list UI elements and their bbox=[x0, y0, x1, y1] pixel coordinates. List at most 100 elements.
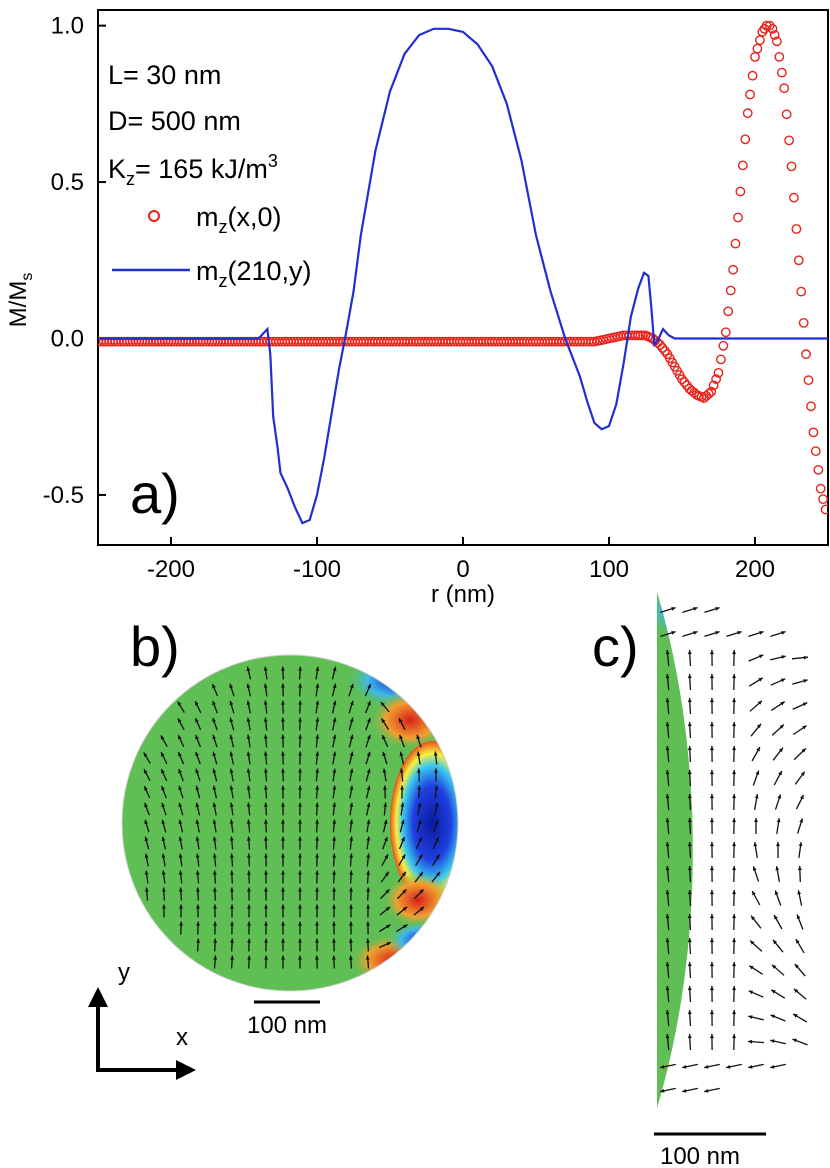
magnetization-arrow bbox=[281, 751, 285, 765]
magnetization-arrow bbox=[264, 921, 268, 935]
magnetization-arrow bbox=[366, 819, 371, 833]
magnetization-arrow bbox=[687, 769, 692, 787]
scale-bar-b-label: 100 nm bbox=[247, 1012, 327, 1039]
magnetization-arrow bbox=[687, 937, 692, 955]
magnetization-arrow bbox=[665, 865, 670, 883]
magnetization-arrow bbox=[349, 921, 353, 935]
magnetization-arrow bbox=[710, 913, 714, 931]
magnetization-arrow bbox=[195, 853, 200, 867]
magnetization-arrow bbox=[380, 701, 390, 713]
magnetization-arrow bbox=[417, 785, 422, 799]
magnetization-arrow bbox=[178, 870, 183, 884]
magnetization-arrow bbox=[665, 697, 670, 715]
magnetization-arrow bbox=[793, 724, 807, 736]
magnetization-arrow bbox=[366, 836, 371, 850]
magnetization-arrow bbox=[298, 734, 303, 748]
magnetization-arrow bbox=[315, 666, 320, 680]
magnetization-arrow bbox=[416, 751, 421, 765]
series-point-mz-x-0 bbox=[784, 135, 794, 146]
panel-label-a: a) bbox=[130, 462, 180, 525]
magnetization-arrow bbox=[770, 1014, 786, 1022]
magnetization-arrow bbox=[748, 965, 764, 975]
magnetization-arrow bbox=[380, 718, 390, 730]
magnetization-arrow bbox=[178, 785, 184, 799]
magnetization-arrow bbox=[431, 854, 441, 866]
half-disk-magnetization-arrows bbox=[660, 606, 809, 1093]
panel-b-disk: b) 100 nm y x bbox=[88, 615, 459, 1080]
magnetization-arrow bbox=[726, 630, 742, 638]
magnetization-arrow bbox=[366, 870, 371, 884]
series-point-mz-x-0 bbox=[803, 375, 814, 386]
magnetization-arrow bbox=[332, 734, 337, 748]
magnetization-arrow bbox=[229, 870, 234, 884]
magnetization-arrow bbox=[247, 887, 251, 901]
magnetization-arrow bbox=[229, 683, 235, 697]
series-point-mz-x-0 bbox=[679, 377, 690, 388]
magnetization-arrow bbox=[732, 649, 737, 667]
magnetization-arrow bbox=[434, 785, 439, 799]
magnetization-arrow bbox=[366, 887, 371, 901]
magnetization-arrow bbox=[773, 770, 783, 786]
magnetization-arrow bbox=[264, 955, 268, 969]
magnetization-arrow bbox=[144, 836, 150, 850]
magnetization-arrow bbox=[749, 940, 763, 952]
magnetization-arrow bbox=[315, 700, 320, 714]
magnetization-arrow bbox=[315, 734, 320, 748]
series-point-mz-x-0 bbox=[774, 52, 785, 62]
magnetization-arrow bbox=[772, 747, 784, 761]
magnetization-arrow bbox=[229, 836, 234, 850]
axis-label-y: y bbox=[118, 959, 130, 986]
series-point-mz-x-0 bbox=[789, 192, 799, 203]
magnetization-arrow bbox=[770, 655, 786, 661]
magnetization-arrow bbox=[775, 865, 781, 883]
magnetization-arrow bbox=[710, 1009, 714, 1027]
magnetization-arrow bbox=[732, 841, 737, 859]
x-tick-label: -200 bbox=[147, 556, 195, 583]
magnetization-arrow bbox=[416, 768, 421, 782]
series-point-mz-x-0 bbox=[716, 354, 726, 365]
series-point-mz-x-0 bbox=[728, 264, 738, 275]
magnetization-arrow bbox=[417, 802, 422, 816]
series-point-mz-x-0 bbox=[769, 30, 780, 40]
magnetization-arrow bbox=[195, 751, 201, 765]
series-point-mz-x-0 bbox=[723, 306, 734, 317]
magnetization-arrow bbox=[332, 768, 337, 782]
series-point-mz-x-0 bbox=[750, 52, 760, 62]
y-tick-label: 0.0 bbox=[51, 326, 84, 353]
magnetization-arrow bbox=[281, 734, 285, 748]
magnetization-arrow bbox=[400, 802, 405, 816]
magnetization-arrow bbox=[212, 853, 217, 867]
magnetization-arrow bbox=[143, 768, 151, 782]
magnetization-arrow bbox=[770, 1039, 786, 1045]
magnetization-arrow bbox=[380, 871, 390, 883]
magnetization-arrow bbox=[792, 702, 808, 710]
magnetization-arrow bbox=[264, 870, 268, 884]
magnetization-arrow bbox=[397, 888, 407, 900]
magnetization-arrow bbox=[143, 785, 151, 799]
magnetization-arrow bbox=[365, 717, 371, 731]
magnetization-arrow bbox=[773, 914, 783, 930]
magnetization-arrow bbox=[332, 904, 336, 918]
series-point-mz-x-0 bbox=[776, 67, 787, 78]
magnetization-arrow bbox=[348, 700, 354, 714]
magnetization-arrow bbox=[315, 887, 319, 901]
magnetization-arrow bbox=[211, 683, 219, 697]
magnetization-arrow bbox=[665, 649, 670, 667]
magnetization-arrow bbox=[315, 751, 320, 765]
magnetization-arrow bbox=[753, 841, 758, 859]
magnetization-arrow bbox=[281, 921, 285, 935]
magnetization-arrow bbox=[774, 890, 782, 906]
series-point-mz-x-0 bbox=[720, 327, 731, 338]
magnetization-arrow bbox=[752, 770, 760, 786]
scale-bar-c-label: 100 nm bbox=[660, 1143, 740, 1168]
param-anisotropy: Kz= 165 kJ/m3 bbox=[108, 151, 278, 189]
magnetization-arrow bbox=[771, 964, 785, 976]
series-point-mz-x-0 bbox=[815, 483, 826, 494]
magnetization-arrow bbox=[177, 751, 185, 765]
magnetization-arrow bbox=[682, 630, 698, 638]
magnetization-arrow bbox=[348, 938, 353, 952]
series-point-mz-x-0 bbox=[742, 108, 753, 119]
magnetization-arrow bbox=[298, 870, 302, 884]
magnetization-arrow bbox=[144, 819, 150, 833]
magnetization-arrow bbox=[704, 1063, 720, 1069]
